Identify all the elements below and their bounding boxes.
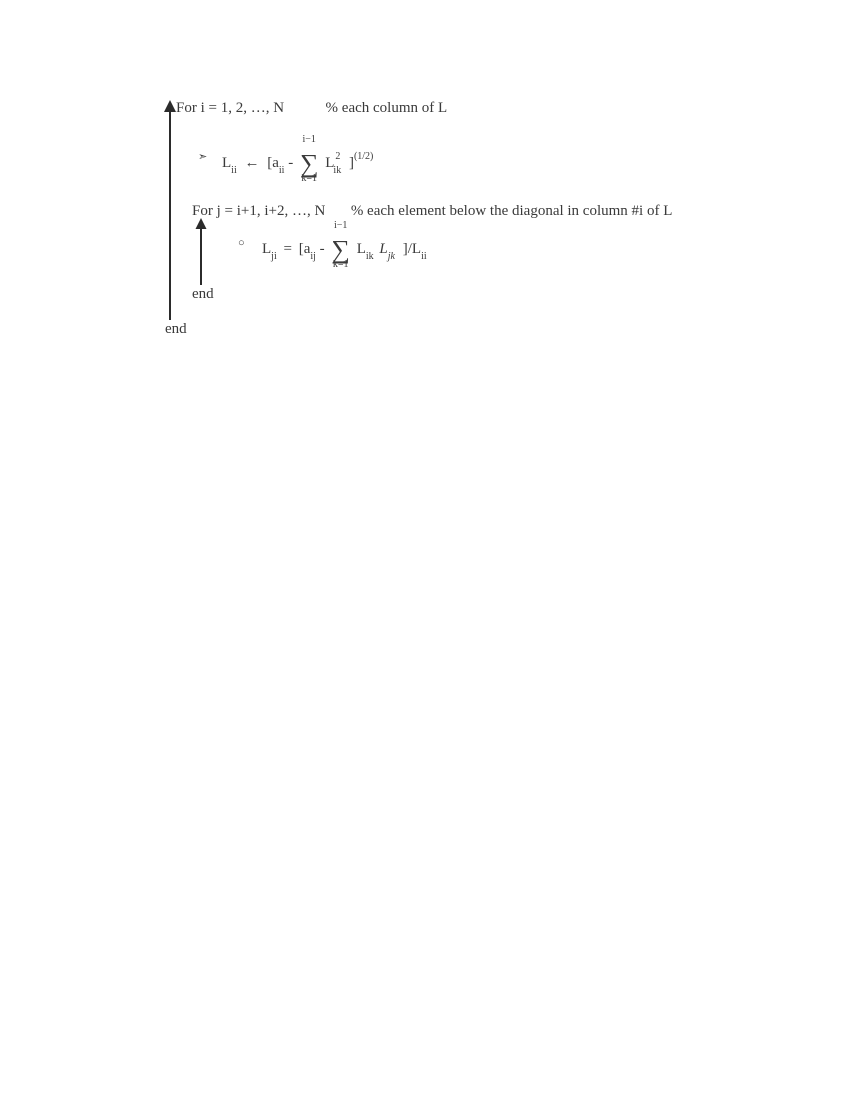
diag-minus: -: [284, 155, 297, 171]
circle-bullet-icon: ○: [238, 237, 245, 249]
diag-term-sup: 2: [335, 151, 340, 162]
outer-for-comment: % each column of L: [326, 100, 448, 116]
offdiag-formula: Lji = [aij - i−1 ∑ k=1 Lik Ljk ]/Lii: [262, 232, 427, 260]
inner-for-line: For j = i+1, i+2, …, N % each element be…: [192, 203, 672, 220]
outer-for-line: For i = 1, 2, …, N % each column of L: [176, 100, 447, 117]
diag-lhs-sub: ii: [231, 165, 237, 176]
off-t1-var: L: [357, 241, 366, 257]
inner-for-loop: For j = i+1, i+2, …, N: [192, 203, 325, 219]
off-lhs-var: L: [262, 241, 271, 257]
page: For i = 1, 2, …, N % each column of L ➣ …: [0, 0, 850, 1100]
off-sum-top: i−1: [331, 220, 350, 231]
diag-open: [a: [267, 155, 279, 171]
diag-outer-sup: (1/2): [354, 151, 373, 162]
off-t2-sub: jk: [388, 251, 395, 262]
outer-for-loop: For i = 1, 2, …, N: [176, 100, 284, 116]
off-t1-sub: ik: [366, 251, 374, 262]
assign-arrow: ←: [240, 155, 263, 171]
off-lhs-sub: ji: [271, 251, 277, 262]
inner-loop-arrow-icon: [192, 218, 210, 288]
triangle-bullet-icon: ➣: [198, 150, 207, 163]
sigma-icon: i−1 ∑ k=1: [300, 146, 319, 172]
off-a-sub: ij: [310, 251, 316, 262]
diag-close: ]: [345, 155, 354, 171]
diag-lhs-var: L: [222, 155, 231, 171]
outer-loop-arrow-icon: [160, 100, 180, 325]
diag-formula: Lii ← [aii - i−1 ∑ k=1 L2ik ](1/2): [222, 146, 373, 174]
sigma-icon: i−1 ∑ k=1: [331, 232, 350, 258]
diag-a-sub: ii: [279, 165, 285, 176]
off-t2-var: L: [377, 241, 387, 257]
off-minus: -: [316, 241, 329, 257]
inner-end: end: [192, 286, 214, 303]
off-open: [a: [299, 241, 311, 257]
diag-sum-top: i−1: [300, 134, 319, 145]
off-sum-bot: k=1: [331, 259, 350, 270]
off-eq: =: [280, 241, 294, 257]
outer-end: end: [165, 321, 187, 338]
off-close-sub: ii: [421, 251, 427, 262]
diag-term-sub: ik: [333, 165, 341, 176]
diag-sum-bot: k=1: [300, 173, 319, 184]
off-close: ]/L: [399, 241, 421, 257]
inner-for-comment: % each element below the diagonal in col…: [351, 203, 673, 219]
